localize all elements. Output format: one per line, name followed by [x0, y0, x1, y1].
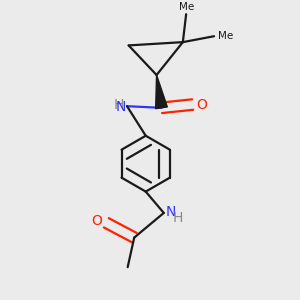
- Text: H: H: [113, 98, 124, 112]
- Text: Me: Me: [218, 31, 233, 41]
- Text: N: N: [165, 205, 176, 219]
- Text: O: O: [92, 214, 102, 228]
- Text: N: N: [115, 100, 126, 113]
- Text: O: O: [196, 98, 208, 112]
- Polygon shape: [156, 75, 167, 109]
- Text: H: H: [173, 211, 183, 225]
- Text: Me: Me: [178, 2, 194, 12]
